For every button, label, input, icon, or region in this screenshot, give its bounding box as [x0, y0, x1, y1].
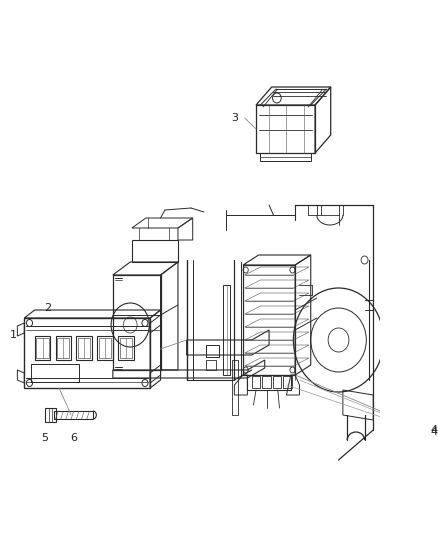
Bar	[206, 360, 216, 370]
Bar	[232, 360, 238, 415]
Bar	[57, 338, 70, 358]
Bar	[56, 336, 71, 360]
Bar	[223, 285, 230, 375]
Bar	[283, 376, 292, 388]
Text: 6: 6	[70, 433, 77, 443]
Bar	[118, 336, 134, 360]
Bar	[252, 376, 261, 388]
Text: 1: 1	[10, 330, 17, 340]
Bar	[99, 338, 111, 358]
Bar	[272, 376, 281, 388]
Bar	[262, 376, 271, 388]
Text: 4: 4	[431, 427, 438, 437]
Text: 2: 2	[44, 303, 51, 313]
Bar	[97, 336, 113, 360]
Text: 3: 3	[231, 113, 238, 123]
Bar	[206, 345, 219, 357]
Text: 4: 4	[431, 425, 438, 435]
Bar	[120, 338, 132, 358]
Text: 5: 5	[42, 433, 49, 443]
Bar	[76, 336, 92, 360]
Bar	[78, 338, 90, 358]
Bar	[36, 338, 49, 358]
Bar	[35, 336, 50, 360]
Bar	[31, 364, 79, 382]
